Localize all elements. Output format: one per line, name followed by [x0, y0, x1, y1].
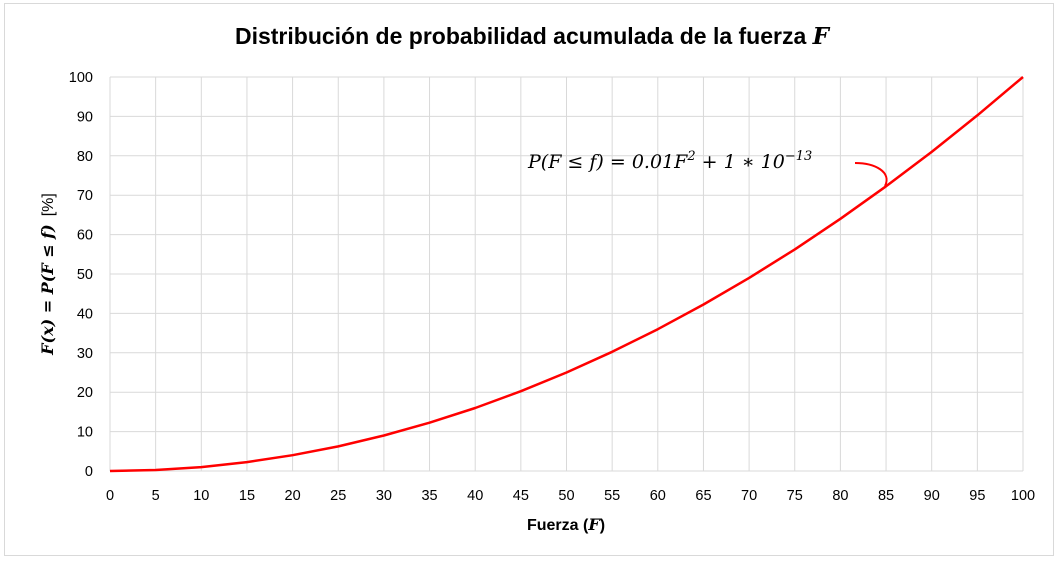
- x-tick-label-100: 100: [1011, 488, 1035, 504]
- x-tick-label-15: 15: [239, 488, 255, 504]
- y-axis-label: F(x) = P(F ≤ f) [%]: [38, 193, 57, 356]
- x-tick-label-90: 90: [924, 488, 940, 504]
- formula-main: P(F ≤ f) = 0.01F: [527, 151, 688, 173]
- y-tick-label-90: 90: [77, 109, 93, 125]
- grid-lines: [109, 76, 1024, 472]
- formula-annotation: P(F ≤ f) = 0.01F2 + 1 ∗ 10−13: [527, 149, 812, 173]
- x-tick-label-35: 35: [421, 488, 437, 504]
- y-tick-label-60: 60: [77, 228, 93, 244]
- y-tick-label-0: 0: [85, 464, 93, 480]
- formula-exponent-2: −13: [785, 149, 812, 164]
- y-tick-label-70: 70: [77, 188, 93, 204]
- formula-middle: + 1 ∗ 10: [696, 151, 785, 173]
- x-axis-label-close: ): [600, 517, 605, 534]
- y-axis-label-text: F(x) = P(F ≤ f): [38, 224, 57, 356]
- x-tick-label-80: 80: [832, 488, 848, 504]
- x-tick-label-85: 85: [878, 488, 894, 504]
- y-tick-label-100: 100: [69, 70, 93, 86]
- x-tick-label-50: 50: [558, 488, 574, 504]
- y-axis-label-unit: [%]: [40, 193, 57, 216]
- x-axis-label-variable: F: [587, 515, 601, 534]
- x-tick-label-20: 20: [285, 488, 301, 504]
- x-tick-label-75: 75: [787, 488, 803, 504]
- y-tick-label-50: 50: [77, 267, 93, 283]
- x-tick-label-60: 60: [650, 488, 666, 504]
- y-tick-label-40: 40: [77, 306, 93, 322]
- y-tick-label-20: 20: [77, 385, 93, 401]
- x-tick-label-40: 40: [467, 488, 483, 504]
- x-tick-label-10: 10: [193, 488, 209, 504]
- x-tick-label-70: 70: [741, 488, 757, 504]
- x-axis-label-text: Fuerza (: [527, 517, 589, 534]
- x-tick-label-95: 95: [969, 488, 985, 504]
- y-tick-labels: 0 10 20 30 40 50 60 70 80 90 100: [69, 70, 93, 480]
- chart-title: Distribución de probabilidad acumulada d…: [235, 23, 831, 50]
- chart-title-text: Distribución de probabilidad acumulada d…: [235, 23, 813, 49]
- x-axis-label: Fuerza (F): [527, 515, 605, 534]
- y-tick-label-10: 10: [77, 425, 93, 441]
- x-tick-label-30: 30: [376, 488, 392, 504]
- y-tick-label-30: 30: [77, 346, 93, 362]
- y-tick-label-80: 80: [77, 149, 93, 165]
- chart-title-variable: F: [812, 23, 831, 50]
- x-tick-label-65: 65: [695, 488, 711, 504]
- x-tick-label-25: 25: [330, 488, 346, 504]
- formula-exponent-1: 2: [686, 149, 695, 164]
- x-tick-label-55: 55: [604, 488, 620, 504]
- chart-area: [4, 3, 1054, 556]
- x-tick-labels: 0 5 10 15 20 25 30 35 40 45 50 55 60 65 70 75 80 85 90 95 10…: [106, 488, 1035, 504]
- x-tick-label-45: 45: [513, 488, 529, 504]
- series-layer: [109, 76, 1024, 473]
- series-line-0: [109, 76, 1024, 473]
- annotation-leader-line: [854, 162, 888, 187]
- x-tick-label-0: 0: [106, 488, 114, 504]
- x-tick-label-5: 5: [152, 488, 160, 504]
